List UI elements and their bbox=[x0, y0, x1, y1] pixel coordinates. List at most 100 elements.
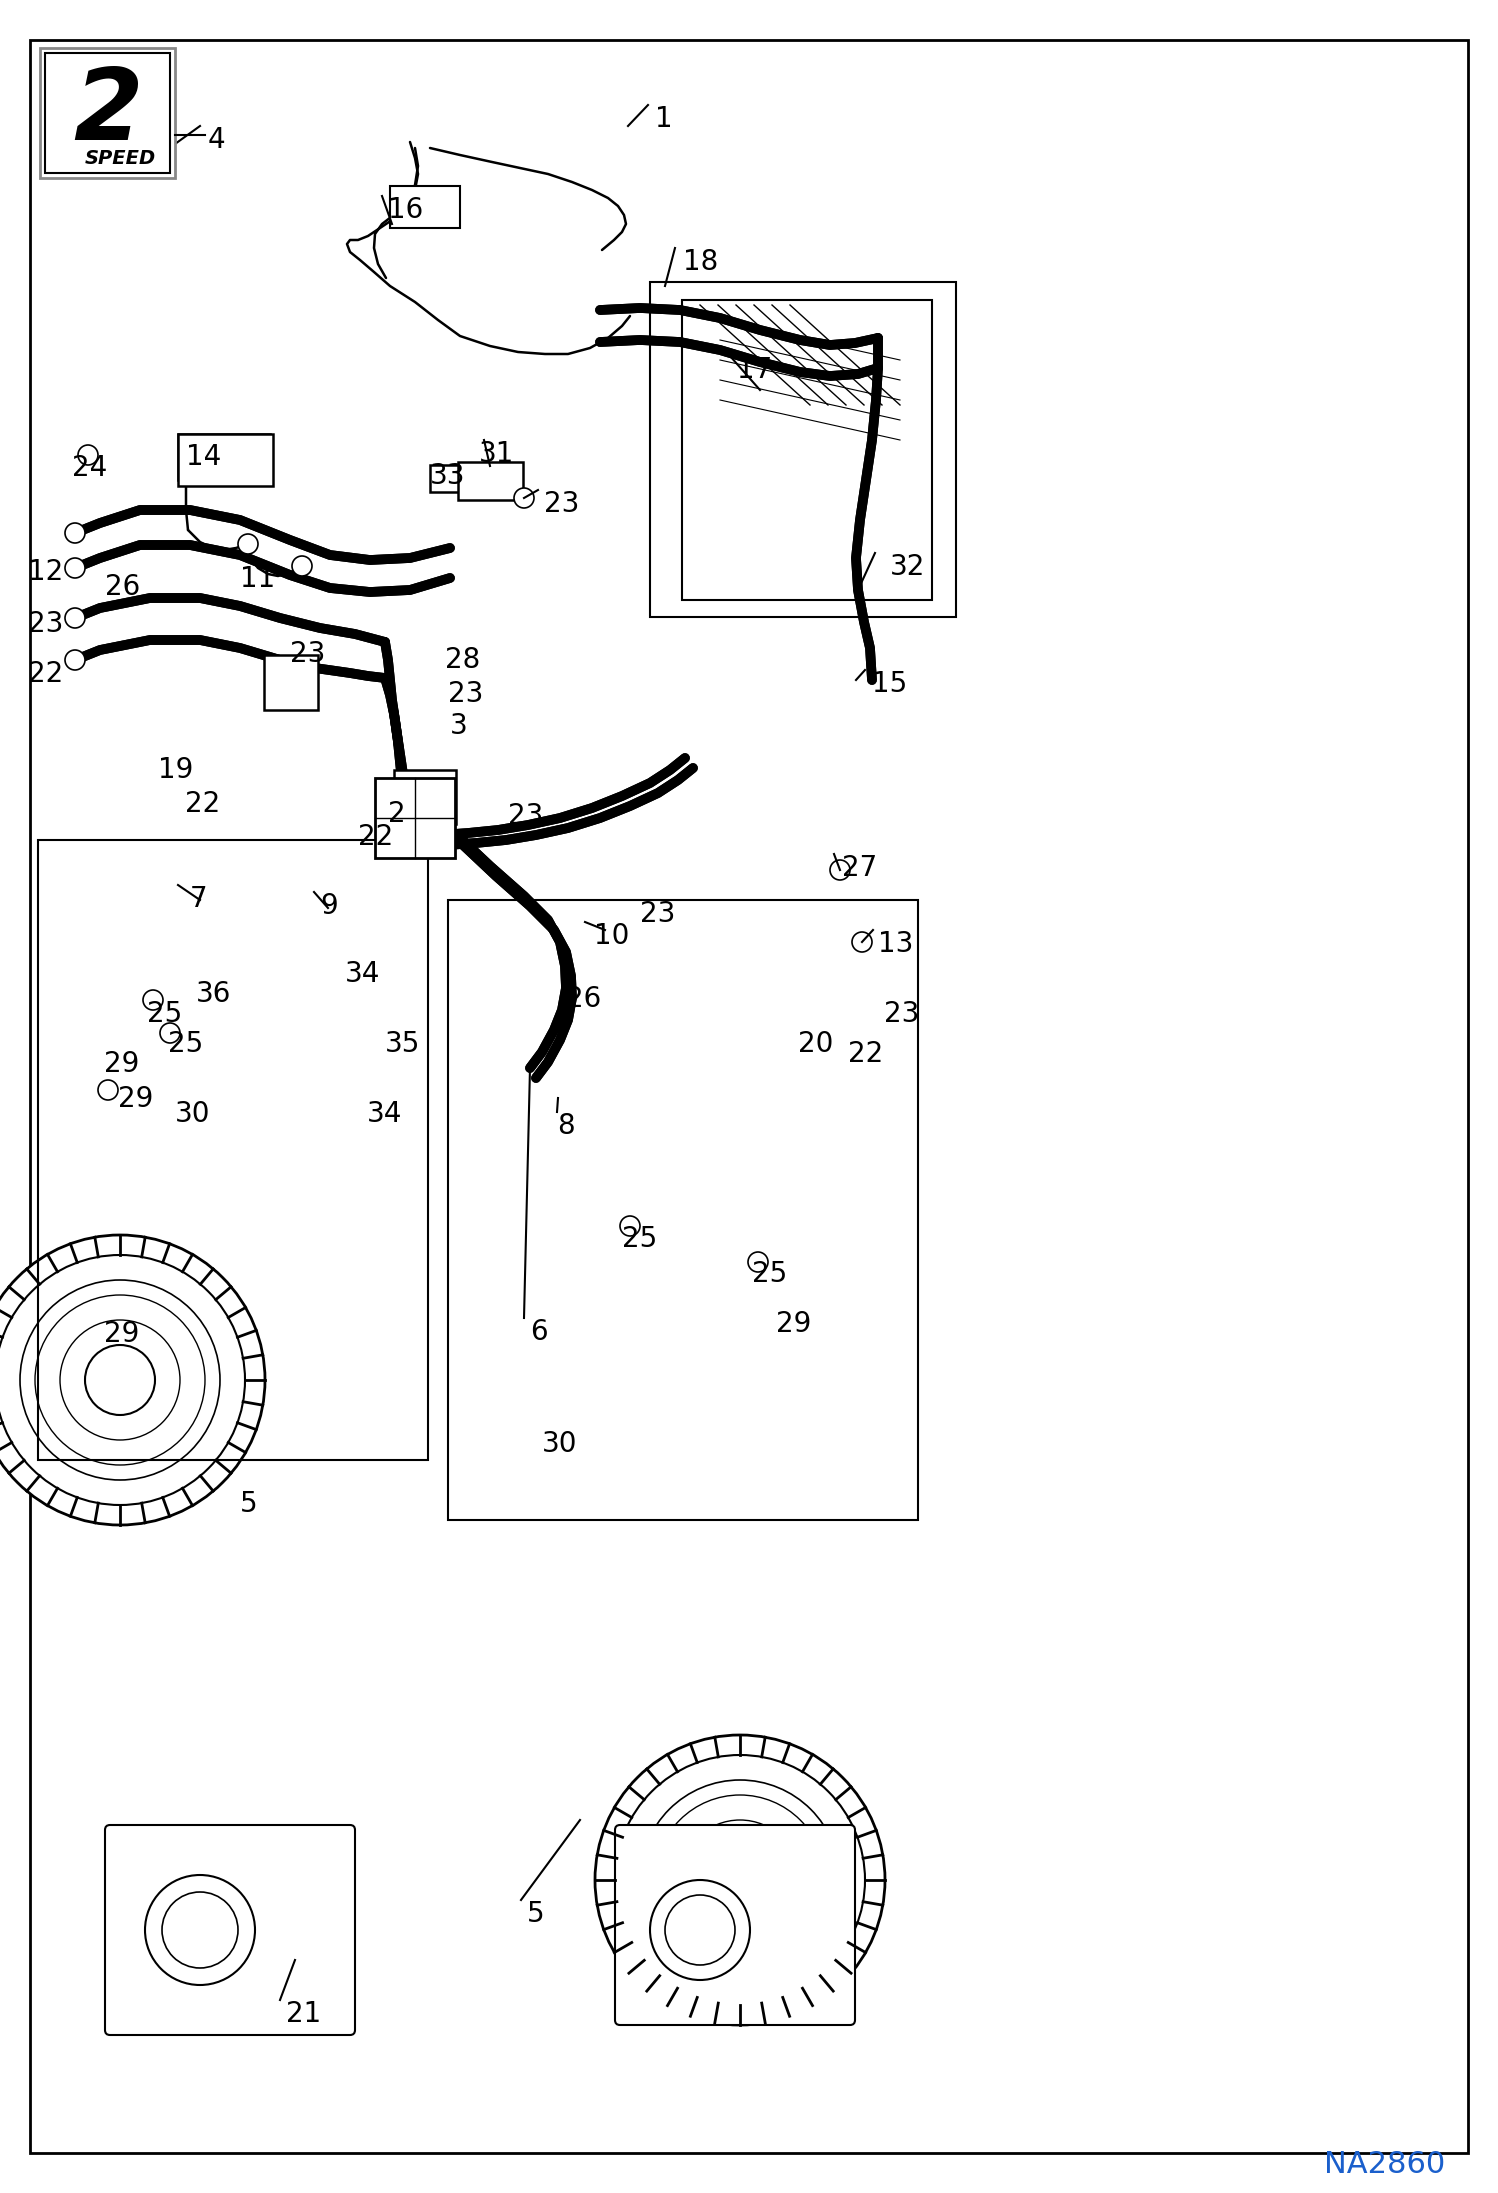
Circle shape bbox=[85, 1344, 154, 1414]
Circle shape bbox=[620, 1215, 640, 1237]
Circle shape bbox=[514, 489, 533, 509]
Circle shape bbox=[830, 860, 849, 879]
Text: 34: 34 bbox=[345, 961, 380, 989]
Circle shape bbox=[97, 1079, 118, 1101]
Text: 2: 2 bbox=[388, 800, 406, 829]
Bar bbox=[178, 434, 270, 480]
Circle shape bbox=[64, 557, 85, 579]
Text: 5: 5 bbox=[527, 1899, 545, 1928]
Bar bbox=[650, 283, 956, 616]
Text: 31: 31 bbox=[479, 441, 514, 467]
Text: 21: 21 bbox=[286, 2000, 321, 2029]
Text: 4: 4 bbox=[208, 125, 226, 154]
Text: 29: 29 bbox=[118, 1086, 153, 1114]
Circle shape bbox=[616, 1754, 864, 2004]
Text: 15: 15 bbox=[872, 671, 908, 697]
Text: 26: 26 bbox=[105, 572, 141, 601]
Text: 25: 25 bbox=[622, 1226, 658, 1252]
Circle shape bbox=[665, 1895, 736, 1965]
Text: 11: 11 bbox=[240, 566, 276, 592]
Text: 1: 1 bbox=[655, 105, 673, 134]
Circle shape bbox=[680, 1820, 800, 1941]
Text: 34: 34 bbox=[367, 1101, 403, 1127]
Text: 23: 23 bbox=[28, 610, 63, 638]
Circle shape bbox=[0, 1235, 265, 1524]
Text: 24: 24 bbox=[72, 454, 108, 482]
Text: 16: 16 bbox=[388, 195, 424, 224]
Text: 5: 5 bbox=[240, 1489, 258, 1518]
Circle shape bbox=[64, 649, 85, 671]
Bar bbox=[682, 300, 932, 601]
Text: 36: 36 bbox=[196, 980, 231, 1009]
Bar bbox=[264, 656, 318, 711]
Circle shape bbox=[19, 1281, 220, 1480]
Text: 13: 13 bbox=[878, 930, 914, 958]
Text: 3: 3 bbox=[449, 713, 467, 739]
Bar bbox=[394, 770, 455, 825]
Text: 23: 23 bbox=[884, 1000, 920, 1029]
Bar bbox=[45, 53, 169, 173]
Circle shape bbox=[852, 932, 872, 952]
Text: 23: 23 bbox=[640, 899, 676, 928]
Bar bbox=[448, 899, 918, 1520]
Circle shape bbox=[34, 1296, 205, 1465]
Circle shape bbox=[640, 1781, 840, 1980]
Bar bbox=[40, 48, 175, 178]
Text: 17: 17 bbox=[737, 355, 773, 384]
Circle shape bbox=[655, 1796, 825, 1965]
Text: SPEED: SPEED bbox=[84, 149, 156, 167]
Text: 6: 6 bbox=[530, 1318, 548, 1347]
Text: 23: 23 bbox=[508, 803, 544, 829]
Bar bbox=[430, 465, 490, 491]
Circle shape bbox=[238, 535, 258, 555]
Circle shape bbox=[162, 1893, 238, 1967]
Circle shape bbox=[0, 1254, 246, 1504]
Text: 9: 9 bbox=[321, 893, 337, 921]
Text: 20: 20 bbox=[798, 1031, 833, 1057]
Text: 28: 28 bbox=[445, 647, 481, 673]
Bar bbox=[458, 463, 523, 500]
Text: 14: 14 bbox=[186, 443, 222, 471]
Text: 18: 18 bbox=[683, 248, 718, 276]
Text: 29: 29 bbox=[776, 1309, 812, 1338]
Circle shape bbox=[78, 445, 97, 465]
Circle shape bbox=[60, 1320, 180, 1441]
Text: 30: 30 bbox=[542, 1430, 578, 1458]
Circle shape bbox=[145, 1875, 255, 1985]
FancyBboxPatch shape bbox=[616, 1825, 855, 2024]
Text: NA2860: NA2860 bbox=[1324, 2149, 1446, 2180]
Text: 25: 25 bbox=[147, 1000, 183, 1029]
Text: 19: 19 bbox=[157, 757, 193, 785]
Text: 25: 25 bbox=[752, 1261, 788, 1287]
Circle shape bbox=[595, 1735, 885, 2024]
FancyBboxPatch shape bbox=[105, 1825, 355, 2035]
Text: 22: 22 bbox=[28, 660, 63, 689]
Text: 29: 29 bbox=[103, 1320, 139, 1349]
Bar bbox=[374, 779, 455, 857]
Circle shape bbox=[142, 989, 163, 1011]
Circle shape bbox=[748, 1252, 768, 1272]
Text: 23: 23 bbox=[291, 640, 325, 669]
Text: 8: 8 bbox=[557, 1112, 575, 1140]
Text: 35: 35 bbox=[385, 1031, 421, 1057]
Circle shape bbox=[650, 1879, 750, 1980]
Text: 12: 12 bbox=[28, 557, 63, 586]
Text: 10: 10 bbox=[595, 921, 629, 950]
Text: 29: 29 bbox=[103, 1050, 139, 1079]
Text: 2: 2 bbox=[73, 64, 142, 160]
Bar bbox=[37, 840, 428, 1461]
Circle shape bbox=[160, 1022, 180, 1044]
Text: 22: 22 bbox=[184, 789, 220, 818]
Text: 27: 27 bbox=[842, 853, 878, 882]
Text: 30: 30 bbox=[175, 1101, 211, 1127]
Bar bbox=[178, 434, 273, 487]
Text: 26: 26 bbox=[566, 985, 601, 1013]
Text: 22: 22 bbox=[848, 1039, 884, 1068]
Text: 32: 32 bbox=[890, 553, 926, 581]
Circle shape bbox=[64, 607, 85, 627]
Text: 23: 23 bbox=[448, 680, 484, 708]
Circle shape bbox=[292, 557, 312, 577]
Text: 23: 23 bbox=[544, 489, 580, 518]
Text: 25: 25 bbox=[168, 1031, 204, 1057]
Circle shape bbox=[706, 1844, 774, 1914]
